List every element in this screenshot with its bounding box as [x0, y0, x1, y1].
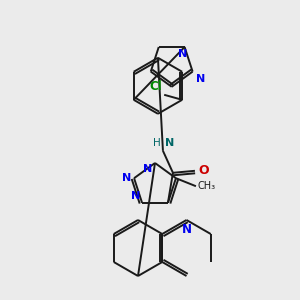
Text: N: N	[131, 191, 140, 201]
Text: N: N	[178, 49, 187, 59]
Text: O: O	[198, 164, 208, 177]
Text: CH₃: CH₃	[198, 181, 216, 191]
Text: N: N	[143, 164, 152, 174]
Text: H: H	[153, 138, 161, 148]
Text: N: N	[182, 223, 191, 236]
Text: N: N	[165, 138, 174, 148]
Text: Cl: Cl	[149, 80, 162, 93]
Text: N: N	[122, 173, 131, 183]
Text: N: N	[196, 74, 205, 84]
